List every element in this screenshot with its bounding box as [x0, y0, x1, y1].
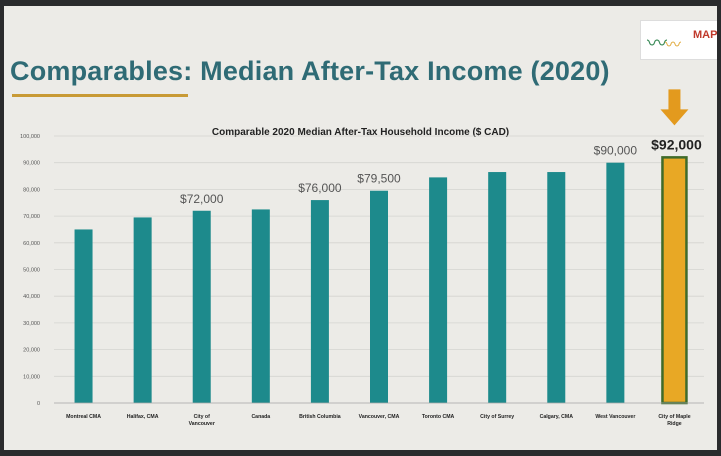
- category-label: Halifax, CMA: [127, 414, 159, 420]
- y-tick-label: 60,000: [23, 241, 40, 247]
- slide-title: Comparables: Median After-Tax Income (20…: [10, 56, 610, 86]
- y-tick-label: 80,000: [23, 187, 40, 193]
- y-tick-label: 70,000: [23, 214, 40, 220]
- slide: 〰 〰 MAP Comparables: Median After-Tax In…: [4, 6, 717, 450]
- category-label: Vancouver, CMA: [359, 414, 400, 420]
- y-tick-label: 100,000: [20, 134, 40, 140]
- y-tick-label: 40,000: [23, 294, 40, 300]
- y-tick-label: 20,000: [23, 348, 40, 354]
- category-label: Canada: [251, 414, 270, 420]
- bar: [547, 172, 566, 403]
- y-tick-label: 0: [37, 401, 40, 407]
- bar: [133, 217, 152, 403]
- data-label: $76,000: [298, 181, 342, 195]
- leaf-icon: 〰: [647, 31, 667, 55]
- data-label: $79,500: [357, 172, 401, 186]
- category-label: Ridge: [667, 421, 682, 427]
- bar: [429, 177, 448, 403]
- logo-text: MAP: [693, 29, 717, 41]
- y-tick-label: 50,000: [23, 268, 40, 274]
- category-label: Vancouver: [189, 421, 215, 427]
- y-tick-label: 90,000: [23, 161, 40, 167]
- bar: [74, 229, 93, 403]
- organization-logo: 〰 〰 MAP: [640, 20, 717, 60]
- category-label: City of Maple: [658, 414, 690, 420]
- y-tick-label: 10,000: [23, 374, 40, 380]
- chart-title: Comparable 2020 Median After-Tax Househo…: [211, 127, 510, 138]
- bar: [310, 200, 329, 403]
- down-arrow-icon: [660, 89, 689, 126]
- category-label: Toronto CMA: [422, 414, 455, 420]
- title-underline: [12, 94, 188, 97]
- category-label: City of Surrey: [480, 414, 514, 420]
- data-label: $90,000: [594, 144, 638, 158]
- bar-highlighted: [661, 156, 688, 405]
- bar: [606, 162, 625, 403]
- category-label: City of: [194, 414, 210, 420]
- category-label: West Vancouver: [595, 414, 635, 420]
- bar: [488, 172, 507, 403]
- category-label: British Columbia: [299, 414, 341, 420]
- bar: [251, 209, 270, 403]
- swoosh-icon: 〰: [665, 35, 682, 54]
- category-label: Montreal CMA: [66, 414, 101, 420]
- bar: [192, 210, 211, 403]
- bar-chart: 0 10,000 20,000 30,000 40,000 50,000 60,000 70,…: [20, 89, 704, 427]
- data-label: $72,000: [180, 192, 224, 206]
- bar: [370, 190, 388, 403]
- category-label: Calgary, CMA: [540, 414, 574, 420]
- data-label: $92,000: [651, 136, 702, 152]
- y-tick-label: 30,000: [23, 321, 40, 327]
